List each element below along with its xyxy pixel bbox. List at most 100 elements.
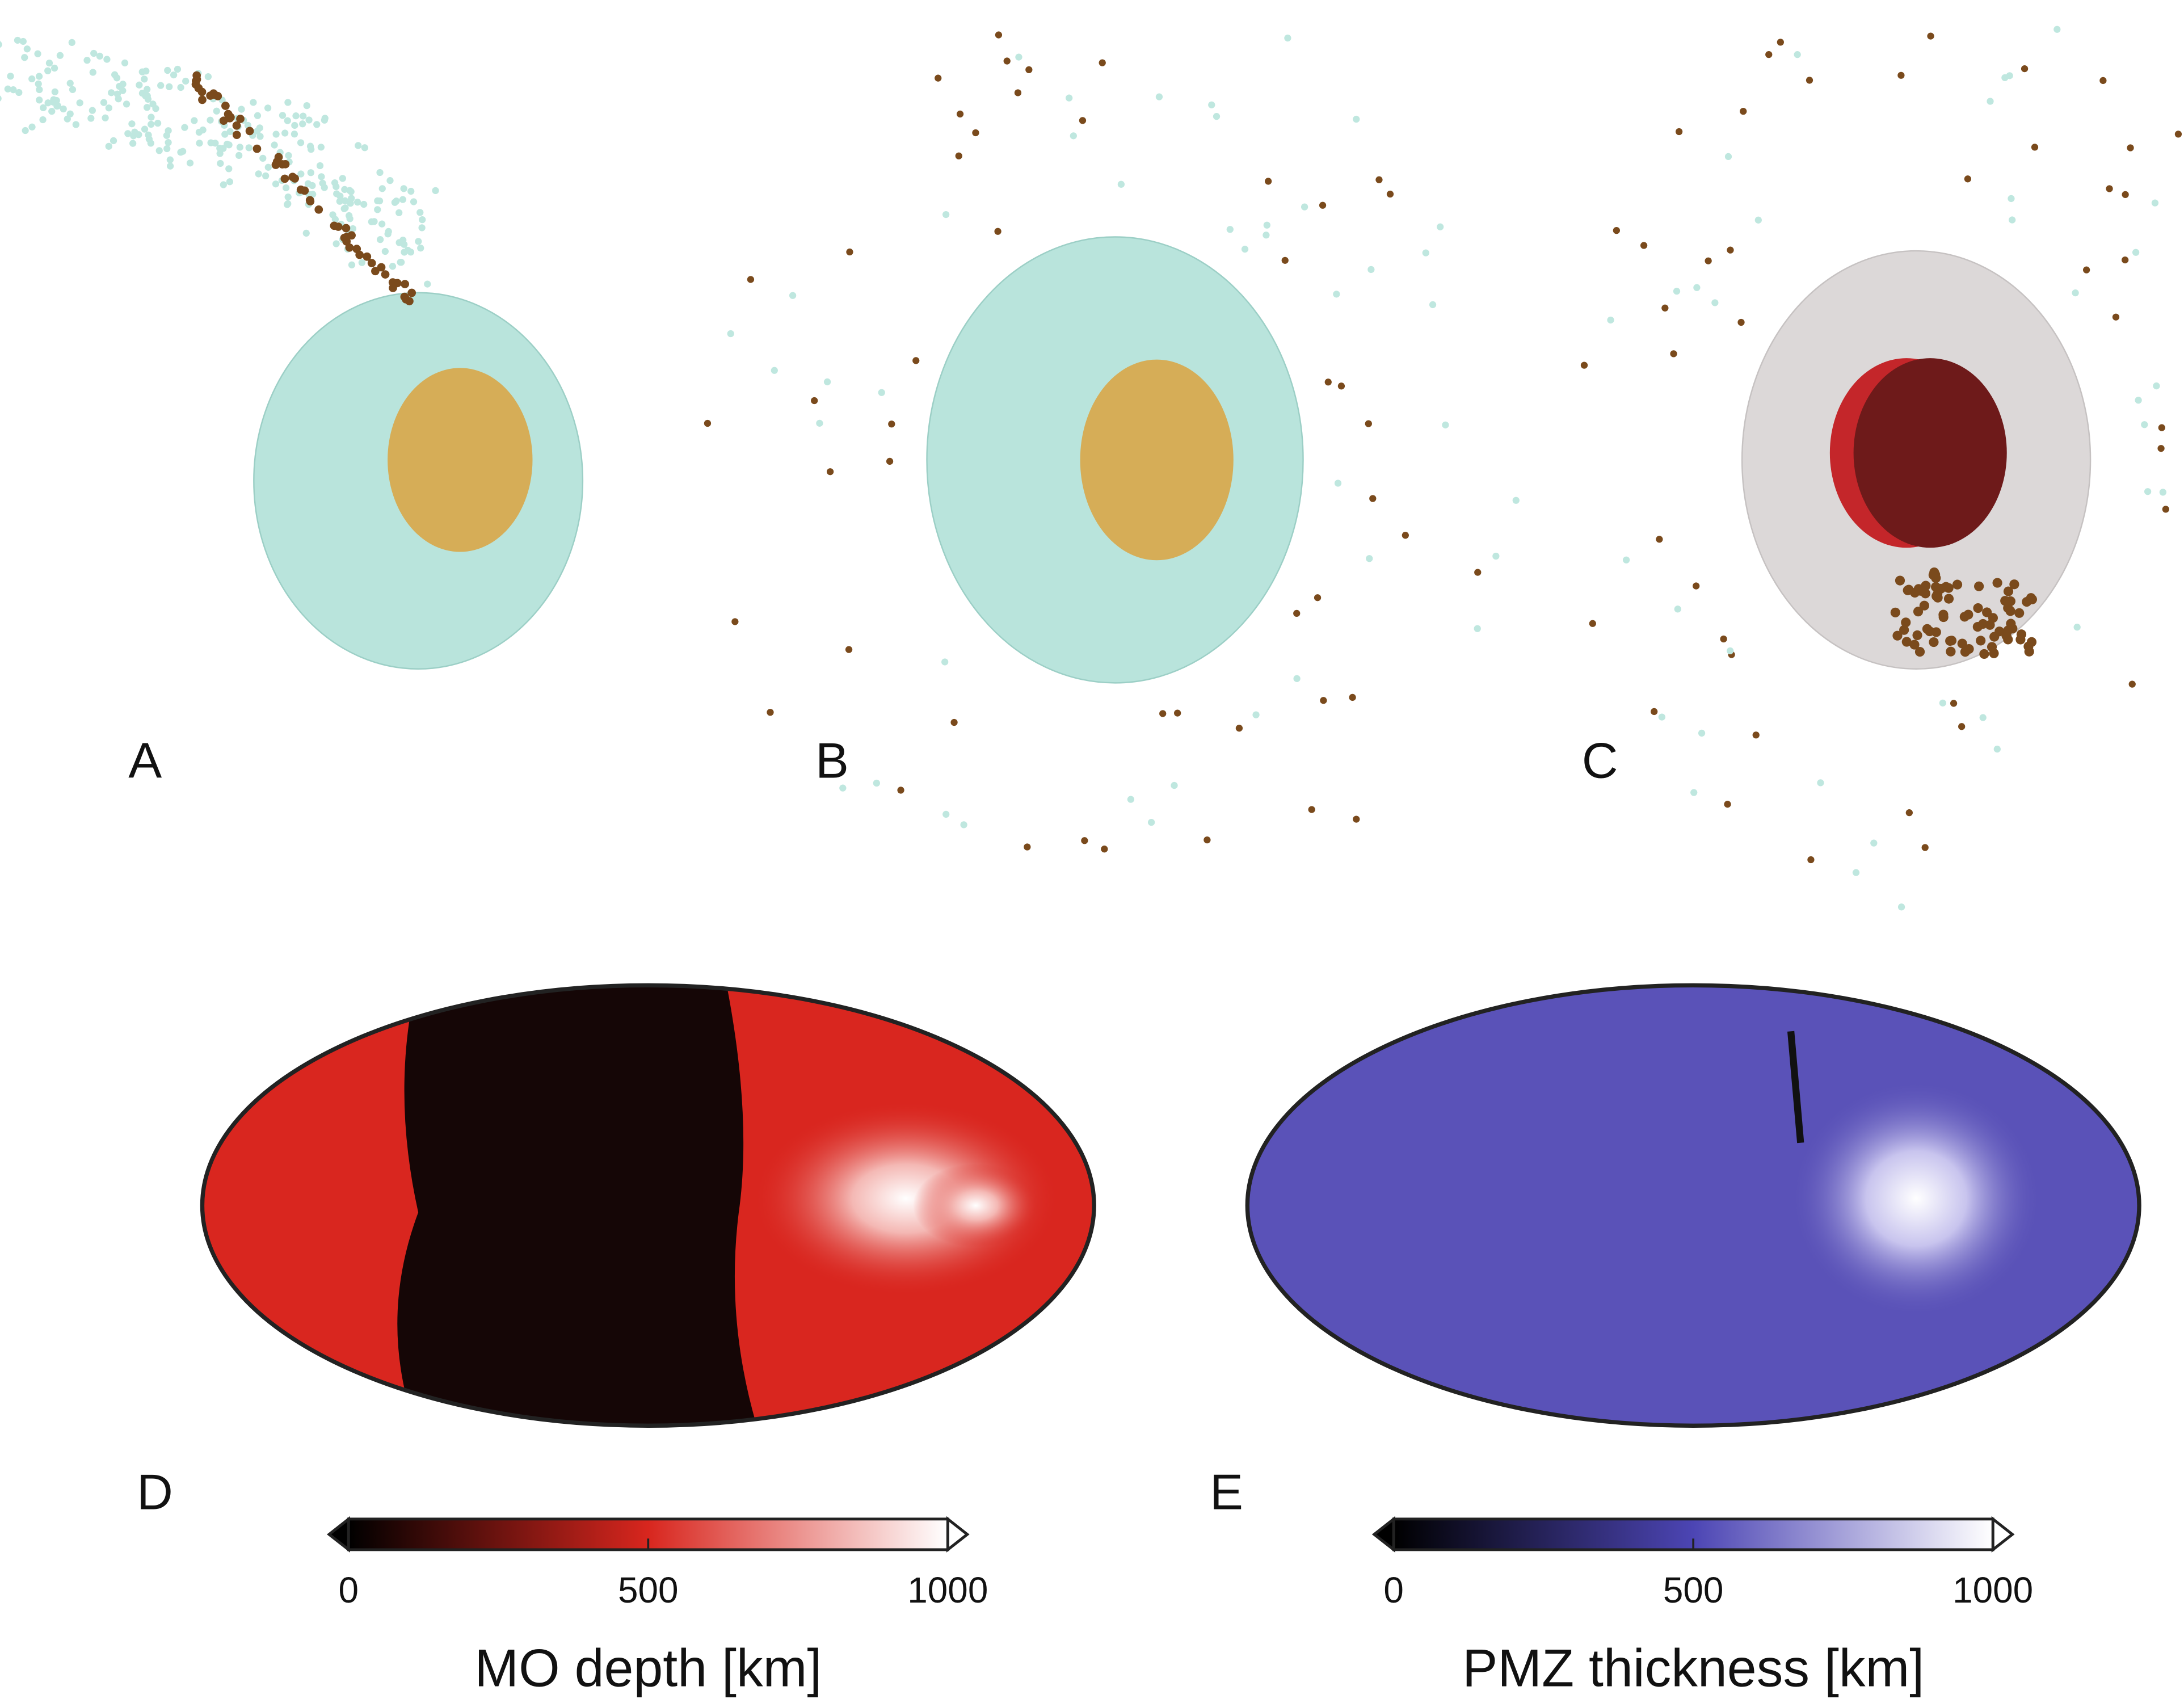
particle xyxy=(1024,843,1031,851)
particle xyxy=(1939,699,1947,707)
particle xyxy=(302,229,310,237)
particle xyxy=(2099,77,2107,85)
particle xyxy=(66,110,74,117)
panel-label: E xyxy=(1210,1464,1243,1520)
particle xyxy=(1442,421,1449,428)
particle xyxy=(419,216,426,224)
particle xyxy=(2153,382,2160,390)
particle xyxy=(284,201,291,208)
particle xyxy=(1978,619,1988,629)
particle xyxy=(1673,288,1681,295)
particle xyxy=(254,112,262,119)
particle xyxy=(7,73,14,80)
particle xyxy=(1963,609,1973,620)
merged-core xyxy=(1853,358,2007,548)
particle xyxy=(2003,586,2014,596)
colorbar-tick-label: 0 xyxy=(1383,1570,1404,1611)
particle xyxy=(272,131,280,138)
particle xyxy=(381,247,389,255)
particle xyxy=(1897,903,1905,911)
particle xyxy=(1794,51,1801,58)
particle xyxy=(166,162,174,170)
particle xyxy=(1675,128,1683,136)
particle xyxy=(378,185,386,192)
particle xyxy=(1367,266,1375,274)
particle xyxy=(232,131,241,140)
particle xyxy=(192,71,201,80)
particle xyxy=(1950,700,1958,707)
particle xyxy=(2158,424,2165,431)
particle xyxy=(355,250,364,259)
particle xyxy=(306,142,314,150)
particle xyxy=(186,159,194,167)
particle xyxy=(291,174,299,183)
particle xyxy=(1921,844,1929,851)
particle xyxy=(1661,304,1669,312)
particle xyxy=(1946,646,1956,657)
particle xyxy=(145,135,153,143)
particle xyxy=(1333,291,1340,298)
particle xyxy=(333,240,340,247)
particle xyxy=(1989,632,2000,642)
particle xyxy=(1171,781,1178,789)
particle xyxy=(292,112,300,120)
particle xyxy=(377,263,386,272)
particle xyxy=(415,238,422,245)
particle xyxy=(1693,284,1701,291)
particle xyxy=(1938,612,1949,623)
particle xyxy=(1324,379,1332,386)
particle xyxy=(1817,779,1824,787)
particle xyxy=(217,159,224,167)
particle xyxy=(346,212,353,220)
particle xyxy=(39,116,47,124)
particle xyxy=(304,180,312,187)
particle xyxy=(113,74,121,82)
particle xyxy=(1474,569,1482,576)
particle xyxy=(1905,809,1913,817)
particle xyxy=(342,224,351,233)
particle xyxy=(1014,89,1022,96)
particle xyxy=(1226,226,1234,233)
particle xyxy=(1155,93,1163,100)
particle xyxy=(2122,191,2129,199)
particle xyxy=(845,646,853,653)
particle xyxy=(340,233,349,242)
particle xyxy=(191,117,198,124)
particle xyxy=(816,419,823,427)
particle xyxy=(264,163,272,171)
particle xyxy=(1899,625,1909,635)
particle xyxy=(2174,131,2182,138)
particle xyxy=(212,140,219,147)
particle xyxy=(297,170,305,178)
particle xyxy=(56,52,64,59)
particle xyxy=(1958,723,1966,730)
particle xyxy=(886,457,894,465)
particle xyxy=(309,191,317,198)
particle xyxy=(170,71,178,79)
particle xyxy=(1203,836,1211,844)
particle xyxy=(60,105,67,113)
particle xyxy=(767,709,774,716)
particle xyxy=(1946,636,1957,646)
particle xyxy=(1927,32,1934,40)
particle xyxy=(152,105,159,112)
particle xyxy=(995,31,1003,39)
particle xyxy=(1740,107,1747,115)
particle xyxy=(1066,94,1073,102)
particle xyxy=(4,85,11,92)
particle xyxy=(0,41,2,48)
particle xyxy=(282,184,290,192)
particle xyxy=(124,130,132,137)
particle xyxy=(2122,256,2129,264)
particle xyxy=(2135,397,2142,404)
particle xyxy=(1974,581,1984,591)
particle xyxy=(307,169,314,176)
particle xyxy=(254,128,261,135)
particle xyxy=(1777,39,1784,46)
particle xyxy=(221,131,229,138)
particle xyxy=(291,131,298,138)
particle xyxy=(789,292,797,299)
particle xyxy=(196,140,203,147)
particle xyxy=(113,90,121,98)
particle xyxy=(264,104,272,112)
